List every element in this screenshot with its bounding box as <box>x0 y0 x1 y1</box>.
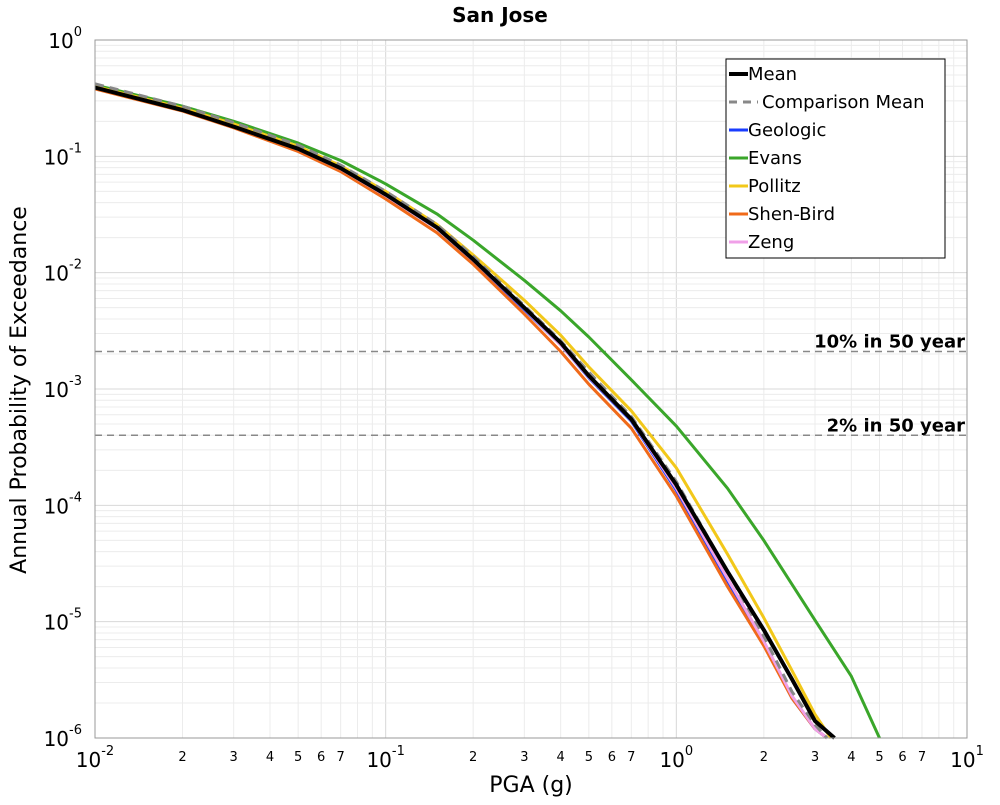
y-tick-label: 10-1 <box>44 141 82 169</box>
y-tick-label: 10-3 <box>44 374 82 402</box>
y-axis-label: Annual Probability of Exceedance <box>7 206 32 574</box>
x-minor-tick-label: 5 <box>294 750 302 765</box>
legend-label: Mean <box>748 64 797 85</box>
series-line-evans <box>94 83 881 739</box>
x-tick-label: 10-1 <box>366 744 404 772</box>
plot-frame <box>94 39 968 739</box>
series-line-mean <box>94 85 836 740</box>
legend-box <box>725 58 946 259</box>
x-minor-tick-label: 3 <box>230 750 238 765</box>
x-axis-label: PGA (g) <box>489 773 573 798</box>
x-tick-label: 10-2 <box>76 744 114 772</box>
chart-title: San Jose <box>452 3 548 27</box>
reference-line-label: 10% in 50 year <box>814 332 965 353</box>
x-tick-label: 100 <box>659 744 693 772</box>
y-tick-label: 10-4 <box>44 490 82 518</box>
series-line-pollitz <box>94 84 833 739</box>
x-minor-tick-label: 5 <box>585 750 593 765</box>
legend: Mean Comparison Mean Geologic Evans Pollitz S… <box>725 58 946 259</box>
y-tick-label: 10-5 <box>44 607 82 635</box>
y-axis-ticks: 100 10-1 10-2 10-3 10-4 10-5 10-6 <box>44 25 82 751</box>
x-minor-tick-label: 7 <box>627 750 635 765</box>
y-tick-label: 10-6 <box>44 723 82 751</box>
x-minor-tick-label: 4 <box>557 750 565 765</box>
x-minor-tick-label: 6 <box>317 750 325 765</box>
y-tick-label: 100 <box>48 25 82 53</box>
legend-label: Evans <box>748 148 802 169</box>
legend-label: Pollitz <box>748 176 801 197</box>
reference-lines: 10% in 50 year 2% in 50 year <box>95 332 967 436</box>
x-minor-tick-label: 3 <box>811 750 819 765</box>
x-minor-tick-label: 4 <box>266 750 274 765</box>
x-minor-tick-label: 5 <box>875 750 883 765</box>
series-line-shen-bird <box>94 87 828 740</box>
x-minor-tick-label: 2 <box>469 750 477 765</box>
x-minor-tick-label: 6 <box>608 750 616 765</box>
y-tick-label: 10-2 <box>44 258 82 286</box>
legend-label: Comparison Mean <box>762 92 925 113</box>
series-lines <box>94 82 881 740</box>
series-line-geologic <box>94 86 828 740</box>
x-minor-tick-label: 3 <box>520 750 528 765</box>
x-minor-tick-label: 4 <box>847 750 855 765</box>
series-line-zeng <box>94 86 828 740</box>
legend-label: Geologic <box>748 120 826 141</box>
x-minor-tick-label: 2 <box>760 750 768 765</box>
x-minor-tick-label: 7 <box>337 750 345 765</box>
x-minor-tick-label: 7 <box>918 750 926 765</box>
x-tick-label: 101 <box>950 744 984 772</box>
x-minor-tick-label: 2 <box>178 750 186 765</box>
legend-label: Shen-Bird <box>748 204 835 225</box>
reference-line-label: 2% in 50 year <box>827 415 965 436</box>
x-minor-tick-label: 6 <box>898 750 906 765</box>
legend-label: Zeng <box>748 232 794 253</box>
